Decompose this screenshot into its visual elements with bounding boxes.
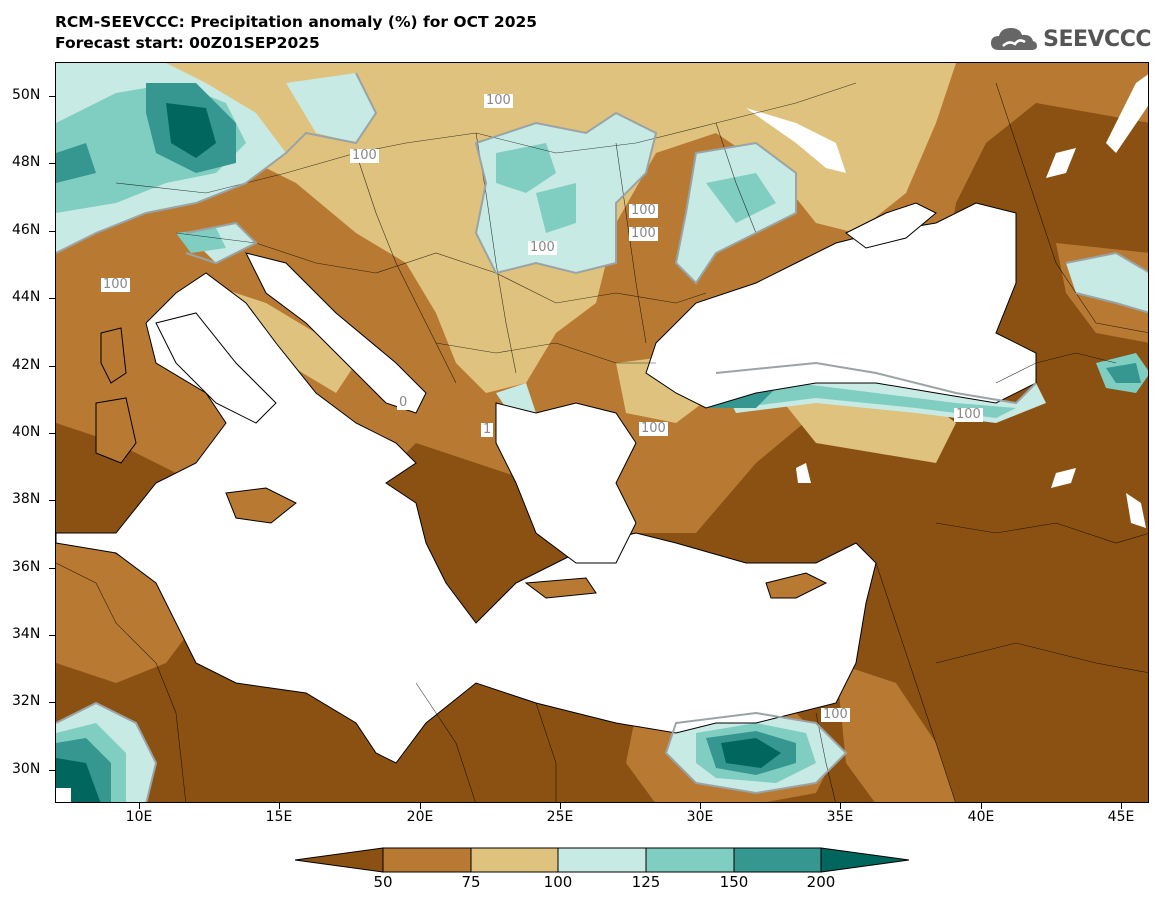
lon-label: 35E	[826, 809, 854, 825]
lat-label: 30N	[12, 761, 41, 777]
lon-tick	[1121, 803, 1122, 809]
contour-label: 100	[350, 148, 379, 163]
contour-label: 0	[397, 395, 410, 410]
lat-label: 34N	[12, 626, 41, 642]
lat-tick	[49, 298, 55, 299]
colorbar-125-150	[645, 847, 735, 873]
lon-label: 45E	[1107, 809, 1135, 825]
lat-label: 50N	[12, 87, 41, 103]
sea-mask	[56, 202, 1037, 764]
islands	[95, 327, 828, 599]
colorbar-tick-label: 50	[373, 873, 393, 891]
lat-tick	[49, 366, 55, 367]
nodata-patches	[56, 74, 1148, 802]
lat-tick	[49, 163, 55, 164]
corsica-island	[100, 327, 127, 384]
seevccc-logo: SEEVCCC	[989, 22, 1151, 56]
contour-label: 100	[954, 407, 983, 422]
lat-label: 42N	[12, 357, 41, 373]
colorbar-tick-label: 150	[719, 873, 749, 891]
contour-label: 100	[639, 421, 668, 436]
colorbar-50-75	[382, 847, 472, 873]
lon-tick	[420, 803, 421, 809]
lon-tick	[700, 803, 701, 809]
map-panel: 100 100 100 100 100 100 100 100 0 1 100	[55, 62, 1149, 803]
title-line-1: RCM-SEEVCCC: Precipitation anomaly (%) f…	[55, 13, 538, 31]
colorbar-75-100	[470, 847, 559, 873]
lat-tick	[49, 702, 55, 703]
contour-label: 100	[629, 226, 658, 241]
colorbar-tick-label: 75	[461, 873, 481, 891]
map-title: RCM-SEEVCCC: Precipitation anomaly (%) f…	[55, 12, 537, 54]
lon-tick	[279, 803, 280, 809]
colorbar	[295, 847, 910, 873]
lat-label: 48N	[12, 154, 41, 170]
lat-label: 46N	[12, 222, 41, 238]
colorbar-tick-label: 200	[806, 873, 836, 891]
colorbar-100-125	[557, 847, 647, 873]
lat-tick	[49, 96, 55, 97]
lat-label: 44N	[12, 289, 41, 305]
colorbar-tick-label: 125	[631, 873, 661, 891]
lat-label: 36N	[12, 559, 41, 575]
cloud-icon	[991, 28, 1038, 50]
crete-island	[524, 577, 597, 599]
lon-tick	[560, 803, 561, 809]
lat-label: 38N	[12, 491, 41, 507]
contour-label: 100	[629, 203, 658, 218]
contour-label: 100	[484, 93, 513, 108]
lon-label: 20E	[406, 809, 434, 825]
country-borders	[56, 82, 1148, 802]
cyprus-island	[765, 572, 828, 599]
lon-tick	[981, 803, 982, 809]
contour-label: 1	[481, 422, 494, 437]
colorbar-high-triangle	[820, 847, 910, 873]
lon-label: 30E	[686, 809, 714, 825]
colorbar-tick-label: 100	[543, 873, 573, 891]
colorbar-low-triangle	[295, 847, 384, 873]
colorbar-150-200	[733, 847, 822, 873]
contour-100-lines	[56, 72, 1148, 802]
lon-label: 25E	[546, 809, 574, 825]
lat-tick	[49, 568, 55, 569]
lat-tick	[49, 635, 55, 636]
contour-label: 100	[528, 240, 557, 255]
sicily-island	[225, 487, 297, 524]
contour-label: 100	[821, 707, 850, 722]
lon-label: 10E	[125, 809, 153, 825]
anomaly-map	[56, 63, 1148, 802]
lat-label: 40N	[12, 424, 41, 440]
lon-tick	[139, 803, 140, 809]
lon-tick	[840, 803, 841, 809]
lon-label: 40E	[967, 809, 995, 825]
lat-tick	[49, 770, 55, 771]
sardinia-island	[95, 397, 137, 464]
contour-label: 100	[101, 277, 130, 292]
lat-tick	[49, 231, 55, 232]
logo-text: SEEVCCC	[1043, 26, 1151, 52]
lon-label: 15E	[265, 809, 293, 825]
lat-tick	[49, 500, 55, 501]
lat-label: 32N	[12, 693, 41, 709]
title-line-2: Forecast start: 00Z01SEP2025	[55, 34, 320, 52]
lat-tick	[49, 433, 55, 434]
